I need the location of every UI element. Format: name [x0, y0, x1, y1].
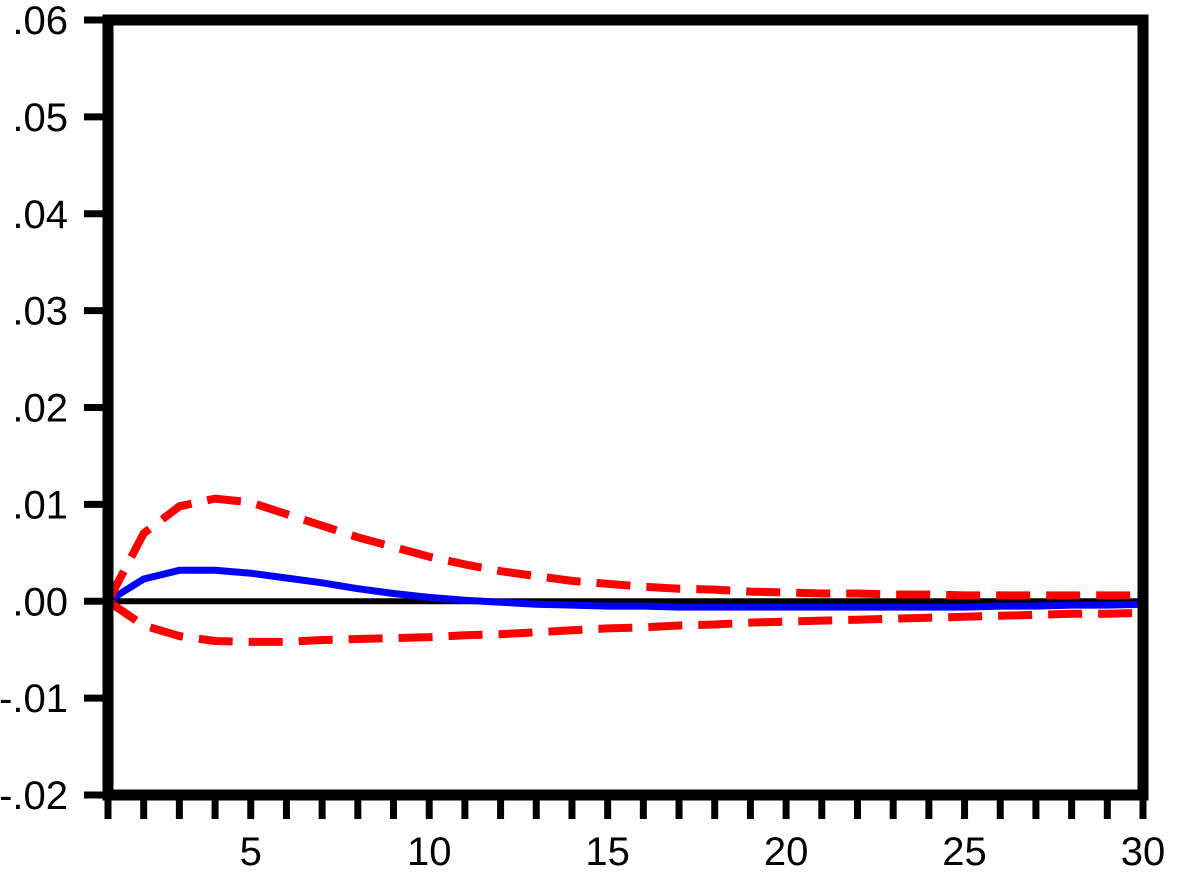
x-tick-label: 25 — [942, 830, 987, 874]
y-tick-label: -.01 — [0, 677, 68, 721]
plot-area — [104, 494, 1144, 646]
y-tick-label: .02 — [12, 387, 68, 431]
y-tick-label: .05 — [12, 96, 68, 140]
x-tick-label: 15 — [585, 830, 630, 874]
plot-frame — [102, 14, 1149, 801]
lower-confidence-band — [105, 597, 1144, 646]
x-tick-label: 20 — [764, 830, 809, 874]
y-tick-label: .04 — [12, 193, 68, 237]
x-axis-ticks: 5 10 15 20 25 30 — [104, 795, 1166, 874]
y-axis-ticks: -.02 -.01 .00 .01 .02 .03 .04 .05 .06 — [0, 0, 108, 818]
y-tick-label: .01 — [12, 483, 68, 527]
x-tick-label: 10 — [407, 830, 452, 874]
y-tick-label: -.02 — [0, 774, 68, 818]
upper-confidence-band — [104, 494, 1143, 604]
y-tick-label: .03 — [12, 290, 68, 334]
response-line — [106, 566, 1144, 611]
x-tick-label: 5 — [240, 830, 262, 874]
y-tick-label: .06 — [12, 0, 68, 43]
y-tick-label: .00 — [12, 580, 68, 624]
x-tick-label: 30 — [1121, 830, 1166, 874]
